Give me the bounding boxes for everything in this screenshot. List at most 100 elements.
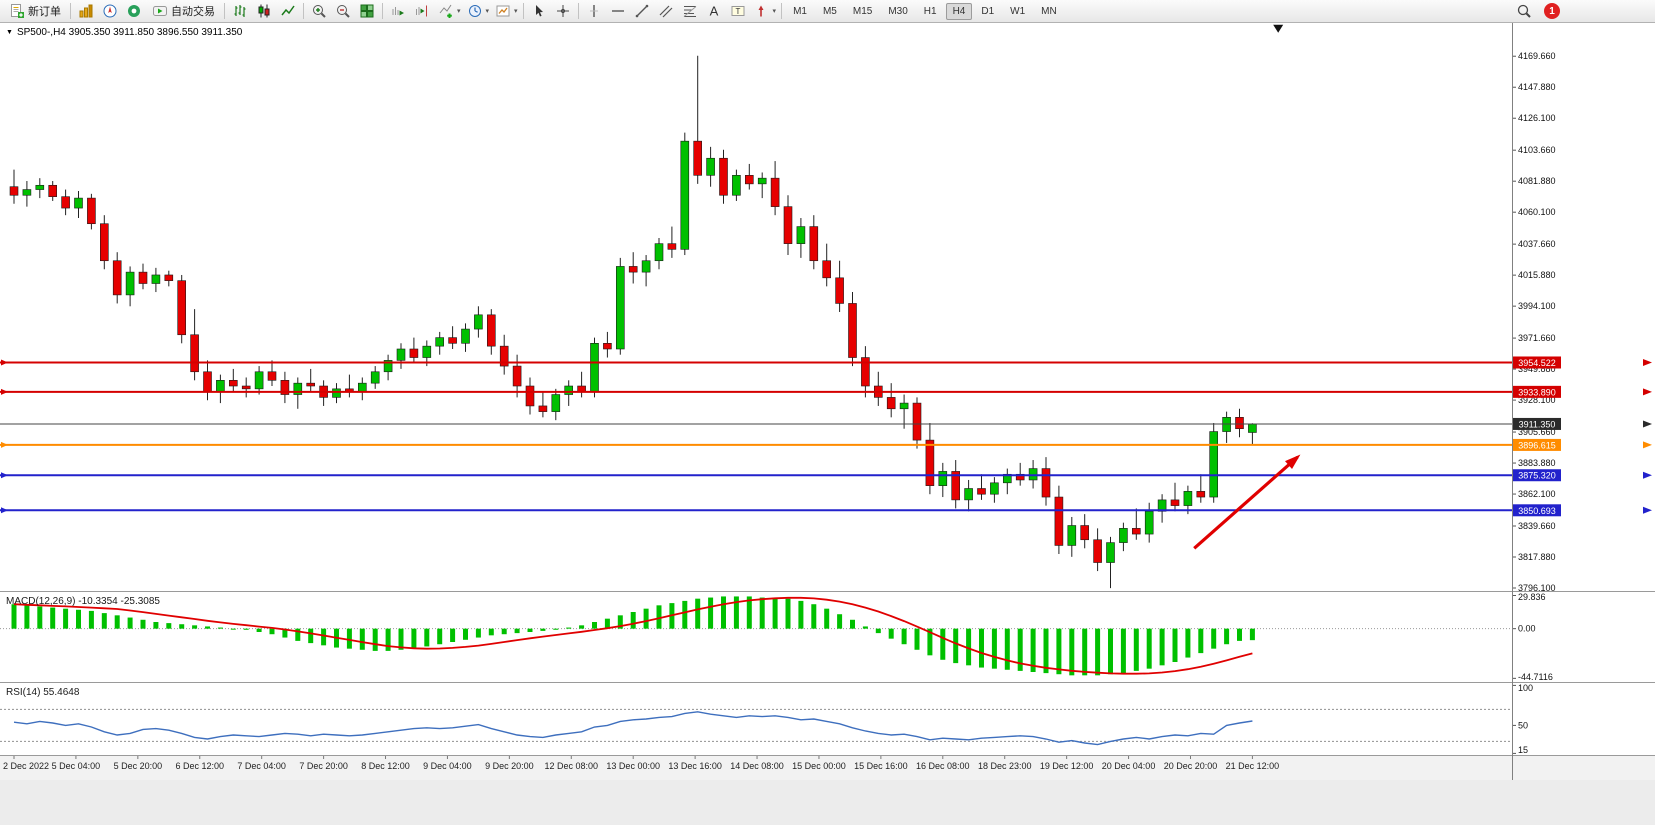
pane-separator-main-macd[interactable] xyxy=(0,591,1655,592)
line-left-arrow-icon xyxy=(1,507,8,514)
horizontal-line-button[interactable] xyxy=(606,0,630,22)
line-chart-button[interactable] xyxy=(276,0,300,22)
market-watch-icon xyxy=(78,3,94,19)
svg-text:0.00: 0.00 xyxy=(1518,624,1536,634)
line-left-arrow-icon xyxy=(1,388,8,395)
dropdown-caret-icon[interactable]: ▾ xyxy=(514,8,518,15)
zoom-in-button[interactable] xyxy=(307,0,331,22)
timeframe-w1-button[interactable]: W1 xyxy=(1010,5,1026,17)
svg-text:6 Dec 12:00: 6 Dec 12:00 xyxy=(175,761,224,771)
price-tag xyxy=(1513,417,1561,430)
one-click-trading-icon[interactable]: ▼ xyxy=(6,29,13,36)
svg-text:3896.615: 3896.615 xyxy=(1518,440,1556,450)
svg-text:3994.100: 3994.100 xyxy=(1518,301,1556,311)
auto-scroll-icon xyxy=(390,3,406,19)
bar-chart-icon xyxy=(232,3,248,19)
svg-text:21 Dec 12:00: 21 Dec 12:00 xyxy=(1226,761,1280,771)
price-tag xyxy=(1513,356,1561,369)
chart-shift-icon xyxy=(414,3,430,19)
trend-arrow[interactable] xyxy=(1193,455,1299,550)
vertical-line-icon xyxy=(586,3,602,19)
svg-text:3949.880: 3949.880 xyxy=(1518,364,1556,374)
timeframe-h4-button[interactable]: H4 xyxy=(945,2,973,20)
trendline-icon xyxy=(634,3,650,19)
navigator-button[interactable] xyxy=(98,0,122,22)
chart-title-ohlc: SP500-,H4 3905.350 3911.850 3896.550 391… xyxy=(16,27,243,38)
horizontal-line-icon xyxy=(610,3,626,19)
periods-button[interactable] xyxy=(463,0,487,22)
time-axis[interactable]: 2 Dec 2022 5 Dec 04:00 5 Dec 20:00 6 Dec 12… xyxy=(0,756,1655,780)
price-scale-separator[interactable] xyxy=(1512,23,1513,780)
rsi-scale[interactable]: 100 50 15 xyxy=(1512,683,1533,755)
arrows-icon xyxy=(754,3,770,19)
navigator-icon xyxy=(102,3,118,19)
dropdown-caret-icon[interactable]: ▾ xyxy=(772,8,777,15)
rsi-line xyxy=(13,711,1253,746)
svg-text:-44.7116: -44.7116 xyxy=(1518,672,1553,682)
arrows-button[interactable] xyxy=(750,0,774,22)
templates-button[interactable] xyxy=(491,0,515,22)
new-order-button[interactable]: 新订单 xyxy=(3,0,67,22)
svg-text:4103.660: 4103.660 xyxy=(1518,145,1556,155)
text-label-icon: T xyxy=(730,3,746,19)
macd-label: MACD(12,26,9) -10.3354 -25.3085 xyxy=(6,596,160,607)
svg-text:3817.880: 3817.880 xyxy=(1518,552,1556,562)
pane-separator-rsi-axis[interactable] xyxy=(0,755,1655,756)
svg-text:3971.660: 3971.660 xyxy=(1518,333,1556,343)
svg-text:9 Dec 04:00: 9 Dec 04:00 xyxy=(423,761,472,771)
timeframe-mn-button[interactable]: MN xyxy=(1041,5,1057,17)
timeframe-m1-button[interactable]: M1 xyxy=(793,5,807,17)
chart-marker-icon[interactable] xyxy=(1273,24,1284,33)
trendline-button[interactable] xyxy=(630,0,654,22)
svg-text:13 Dec 16:00: 13 Dec 16:00 xyxy=(668,761,722,771)
timeframe-d1-button[interactable]: D1 xyxy=(981,5,995,17)
bar-chart-button[interactable] xyxy=(228,0,252,22)
main-chart-canvas[interactable]: 4169.660 4147.880 4126.100 4103.660 4081.880… xyxy=(0,23,1655,591)
autotrade-button[interactable]: 自动交易 xyxy=(146,0,221,22)
macd-signal-line xyxy=(13,596,1253,675)
svg-text:4147.880: 4147.880 xyxy=(1518,82,1556,92)
rsi-pane-canvas[interactable]: 100 50 15 xyxy=(0,683,1655,755)
fibonacci-button[interactable] xyxy=(678,0,702,22)
market-watch-button[interactable] xyxy=(74,0,98,22)
text-label-button[interactable]: T xyxy=(726,0,750,22)
new-order-icon xyxy=(9,3,25,19)
price-tag xyxy=(1513,438,1561,451)
auto-scroll-button[interactable] xyxy=(386,0,410,22)
dropdown-caret-icon[interactable]: ▾ xyxy=(457,8,461,15)
svg-text:5 Dec 20:00: 5 Dec 20:00 xyxy=(114,761,163,771)
price-scale[interactable]: 4169.660 4147.880 4126.100 4103.660 4081.880… xyxy=(1512,51,1556,591)
pane-separator-macd-rsi[interactable] xyxy=(0,682,1655,683)
zoom-out-button[interactable] xyxy=(331,0,355,22)
vertical-line-button[interactable] xyxy=(582,0,606,22)
macd-scale[interactable]: 29.836 0.00 -44.7116 xyxy=(1512,592,1553,682)
macd-pane-canvas[interactable]: 29.836 0.00 -44.7116 xyxy=(0,592,1655,682)
crosshair-button[interactable] xyxy=(551,0,575,22)
chart-shift-button[interactable] xyxy=(410,0,434,22)
timeframe-m5-button[interactable]: M5 xyxy=(822,5,837,17)
tile-windows-button[interactable] xyxy=(355,0,379,22)
timeframe-group: M1 M5 M15 M30 H1 H4 D1 W1 MN xyxy=(785,2,1065,20)
candlestick-chart-icon xyxy=(256,3,272,19)
svg-text:20 Dec 20:00: 20 Dec 20:00 xyxy=(1164,761,1218,771)
timeframe-m30-button[interactable]: M30 xyxy=(888,5,908,17)
toolbar-separator xyxy=(522,3,524,19)
window-bottom-space xyxy=(0,780,1655,825)
timeframe-m15-button[interactable]: M15 xyxy=(852,5,873,17)
notification-badge[interactable]: 1 xyxy=(1544,3,1560,19)
timeframe-h1-button[interactable]: H1 xyxy=(923,5,937,17)
candlestick-chart-button[interactable] xyxy=(252,0,276,22)
svg-text:3928.100: 3928.100 xyxy=(1518,395,1556,405)
text-button[interactable]: A xyxy=(702,0,726,22)
autotrade-label: 自动交易 xyxy=(171,6,215,18)
search-button[interactable] xyxy=(1512,0,1536,22)
channel-button[interactable] xyxy=(654,0,678,22)
svg-text:15 Dec 00:00: 15 Dec 00:00 xyxy=(792,761,846,771)
terminal-button[interactable] xyxy=(122,0,146,22)
svg-text:3911.350: 3911.350 xyxy=(1519,419,1556,429)
svg-text:4015.880: 4015.880 xyxy=(1518,270,1556,280)
indicators-button[interactable] xyxy=(434,0,458,22)
cursor-button[interactable] xyxy=(527,0,551,22)
dropdown-caret-icon[interactable]: ▾ xyxy=(485,8,490,15)
